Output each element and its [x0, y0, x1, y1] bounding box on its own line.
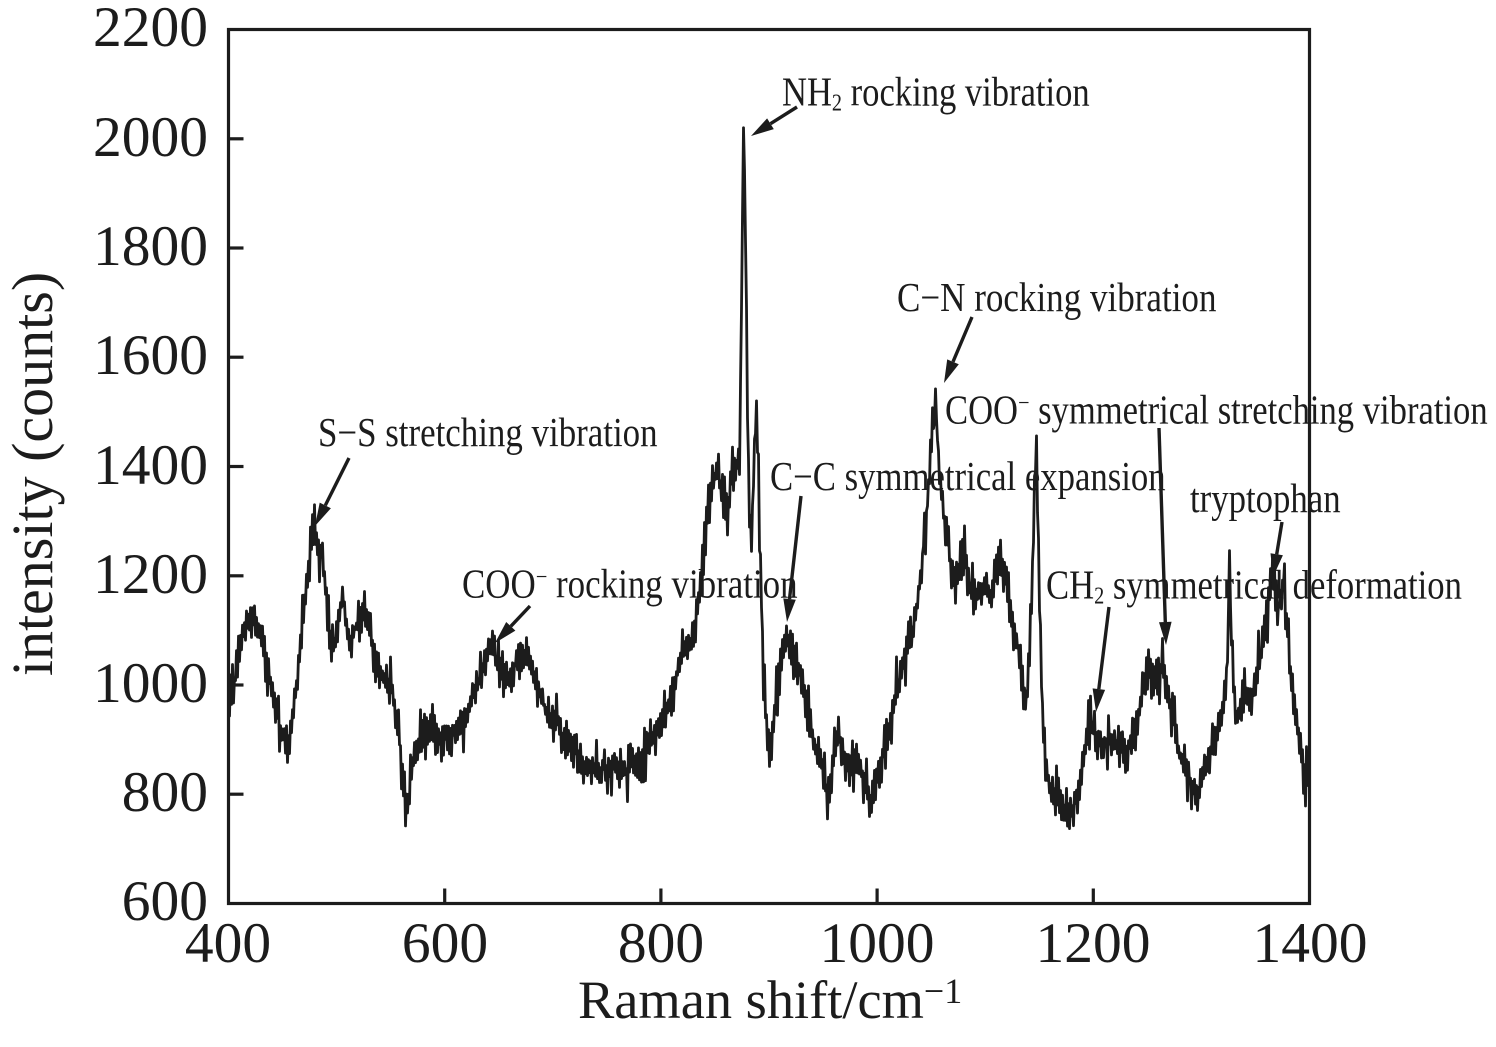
svg-text:C−C symmetrical expansion: C−C symmetrical expansion	[770, 454, 1166, 499]
svg-text:1000: 1000	[820, 912, 935, 975]
svg-text:400: 400	[185, 912, 271, 975]
svg-text:tryptophan: tryptophan	[1190, 476, 1341, 521]
svg-text:S−S stretching vibration: S−S stretching vibration	[318, 410, 658, 455]
svg-text:800: 800	[618, 912, 704, 975]
svg-text:1200: 1200	[93, 543, 208, 606]
svg-text:NH2 rocking vibration: NH2 rocking vibration	[782, 70, 1090, 116]
svg-text:COO− rocking vibration: COO− rocking vibration	[462, 562, 798, 607]
svg-text:2200: 2200	[93, 0, 208, 59]
svg-text:600: 600	[402, 912, 488, 975]
svg-text:Raman shift/cm−1: Raman shift/cm−1	[578, 970, 962, 1030]
svg-text:CH2 symmetrical deformation: CH2 symmetrical deformation	[1046, 563, 1462, 609]
svg-text:C−N rocking vibration: C−N rocking vibration	[897, 276, 1216, 321]
svg-text:1200: 1200	[1036, 912, 1151, 975]
svg-text:1800: 1800	[93, 215, 208, 278]
svg-text:2000: 2000	[93, 106, 208, 169]
svg-text:1400: 1400	[93, 434, 208, 497]
svg-text:intensity (counts): intensity (counts)	[0, 272, 65, 676]
svg-text:COO− symmetrical stretching vi: COO− symmetrical stretching vibration	[945, 388, 1488, 433]
svg-text:1000: 1000	[93, 652, 208, 715]
svg-text:1600: 1600	[93, 324, 208, 387]
svg-text:800: 800	[122, 761, 208, 824]
svg-text:1400: 1400	[1253, 912, 1368, 975]
svg-text:600: 600	[122, 870, 208, 933]
